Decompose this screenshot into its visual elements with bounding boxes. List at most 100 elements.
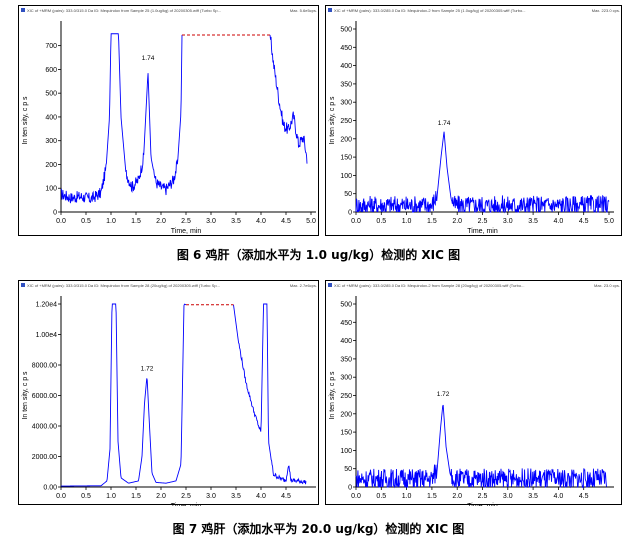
chart-panel-fig7-right: XIC of +MRM (pairs): 333.0/285.0 Da ID: … [325, 280, 622, 506]
y-axis-label: In ten sity, c p s [329, 371, 336, 420]
chart-header-right: Max. 223.0 cps. [592, 8, 620, 13]
x-tick-label: 3.0 [503, 218, 513, 225]
x-tick-label: 2.5 [478, 493, 488, 500]
trace-segment-0 [60, 303, 187, 487]
x-tick-label: 4.5 [281, 218, 291, 225]
xic-chart-fig7-right: XIC of +MRM (pairs): 333.0/285.0 Da ID: … [328, 283, 620, 506]
x-tick-label: 3.5 [528, 493, 538, 500]
x-tick-label: 2.0 [452, 218, 462, 225]
header-icon [328, 283, 332, 287]
y-tick-label: 0 [53, 210, 57, 217]
x-tick-label: 3.0 [206, 218, 216, 225]
chart-header-left: XIC of +MRM (pairs): 333.0/315.0 Da ID: … [27, 283, 220, 288]
x-tick-label: 0.5 [81, 218, 91, 225]
y-tick-label: 500 [340, 302, 352, 309]
x-axis-label: Time, min [171, 503, 202, 506]
y-tick-label: 4000.00 [32, 424, 57, 431]
xic-chart-fig6-right: XIC of +MRM (pairs): 333.0/285.0 Da ID: … [328, 8, 620, 235]
x-tick-label: 2.5 [181, 493, 191, 500]
x-tick-label: 2.5 [181, 218, 191, 225]
peak-label: 1.72 [141, 365, 154, 372]
trace-segment-0 [60, 33, 183, 204]
y-tick-label: 8000.00 [32, 363, 57, 370]
figure-caption-6: 图 6 鸡肝（添加水平为 1.0 ug/kg）检测的 XIC 图 [176, 248, 461, 262]
y-tick-label: 150 [340, 430, 352, 437]
chart-header-right: Max. 23.0 cps. [594, 283, 620, 288]
y-tick-label: 6000.00 [32, 393, 57, 400]
header-icon [328, 8, 332, 12]
x-tick-label: 1.5 [131, 218, 141, 225]
x-tick-label: 1.5 [427, 218, 437, 225]
x-tick-label: 3.0 [206, 493, 216, 500]
x-tick-label: 2.0 [156, 218, 166, 225]
y-tick-label: 0.00 [43, 485, 57, 492]
peak-label: 1.74 [142, 55, 155, 62]
x-tick-label: 5.0 [604, 218, 614, 225]
x-axis-label: Time, min [171, 228, 202, 235]
y-axis-label: In ten sity, c p s [22, 96, 29, 145]
trace-segment-0 [355, 404, 607, 489]
y-tick-label: 300 [340, 100, 352, 107]
x-axis-label: Time, min [467, 503, 498, 506]
x-tick-label: 4.5 [579, 493, 589, 500]
y-tick-label: 450 [340, 320, 352, 327]
y-tick-label: 200 [340, 136, 352, 143]
y-tick-label: 300 [45, 138, 57, 145]
y-tick-label: 2000.00 [32, 454, 57, 461]
trace-segment-0 [355, 131, 610, 214]
y-axis-label: In ten sity, c p s [329, 96, 336, 145]
x-tick-label: 0.0 [351, 493, 361, 500]
chart-header-left: XIC of +MRM (pairs): 333.0/315.0 Da ID: … [27, 8, 221, 13]
y-tick-label: 1.20e4 [36, 302, 58, 309]
header-icon [21, 283, 25, 287]
y-tick-label: 600 [45, 67, 57, 74]
x-axis-label: Time, min [467, 228, 498, 235]
x-tick-label: 0.0 [351, 218, 361, 225]
chart-panel-fig7-left: XIC of +MRM (pairs): 333.0/315.0 Da ID: … [18, 280, 319, 506]
y-tick-label: 0 [348, 210, 352, 217]
y-tick-label: 500 [45, 91, 57, 98]
x-tick-label: 2.0 [452, 493, 462, 500]
x-tick-label: 4.5 [281, 493, 291, 500]
x-tick-label: 0.0 [56, 218, 66, 225]
y-tick-label: 50 [344, 191, 352, 198]
x-tick-label: 2.0 [156, 493, 166, 500]
chart-header-right: Max. 2.7e6cps. [290, 283, 317, 288]
x-tick-label: 1.0 [106, 493, 116, 500]
chart-header-right: Max. 5.6e5cps. [290, 8, 317, 13]
x-tick-label: 1.0 [402, 493, 412, 500]
y-tick-label: 250 [340, 393, 352, 400]
x-tick-label: 0.0 [56, 493, 66, 500]
x-tick-label: 4.5 [579, 218, 589, 225]
y-tick-label: 450 [340, 45, 352, 52]
x-tick-label: 1.0 [402, 218, 412, 225]
x-tick-label: 1.5 [427, 493, 437, 500]
y-tick-label: 200 [45, 162, 57, 169]
x-tick-label: 0.5 [81, 493, 91, 500]
x-tick-label: 5.0 [306, 218, 316, 225]
x-tick-label: 0.5 [376, 218, 386, 225]
chart-header-left: XIC of +MRM (pairs): 333.0/285.0 Da ID: … [334, 8, 526, 13]
y-tick-label: 400 [340, 63, 352, 70]
x-tick-label: 4.0 [256, 218, 266, 225]
chart-header-left: XIC of +MRM (pairs): 333.0/285.0 Da ID: … [334, 283, 524, 288]
x-tick-label: 3.5 [231, 218, 241, 225]
y-axis-label: In ten sity, c p s [22, 371, 29, 420]
x-tick-label: 3.5 [231, 493, 241, 500]
trace-segment-1 [233, 303, 307, 485]
peak-label: 1.72 [437, 391, 450, 398]
x-tick-label: 1.0 [106, 218, 116, 225]
peak-label: 1.74 [438, 120, 451, 127]
y-tick-label: 500 [340, 27, 352, 34]
xic-chart-fig6-left: XIC of +MRM (pairs): 333.0/315.0 Da ID: … [21, 8, 317, 235]
figure-caption-7: 图 7 鸡肝（添加水平为 20.0 ug/kg）检测的 XIC 图 [172, 522, 465, 536]
y-tick-label: 100 [45, 186, 57, 193]
x-tick-label: 3.5 [528, 218, 538, 225]
y-tick-label: 150 [340, 155, 352, 162]
xic-chart-fig7-left: XIC of +MRM (pairs): 333.0/315.0 Da ID: … [21, 283, 317, 506]
y-tick-label: 700 [45, 43, 57, 50]
x-tick-label: 4.0 [554, 218, 564, 225]
y-tick-label: 0 [348, 485, 352, 492]
y-tick-label: 100 [340, 448, 352, 455]
y-tick-label: 50 [344, 466, 352, 473]
